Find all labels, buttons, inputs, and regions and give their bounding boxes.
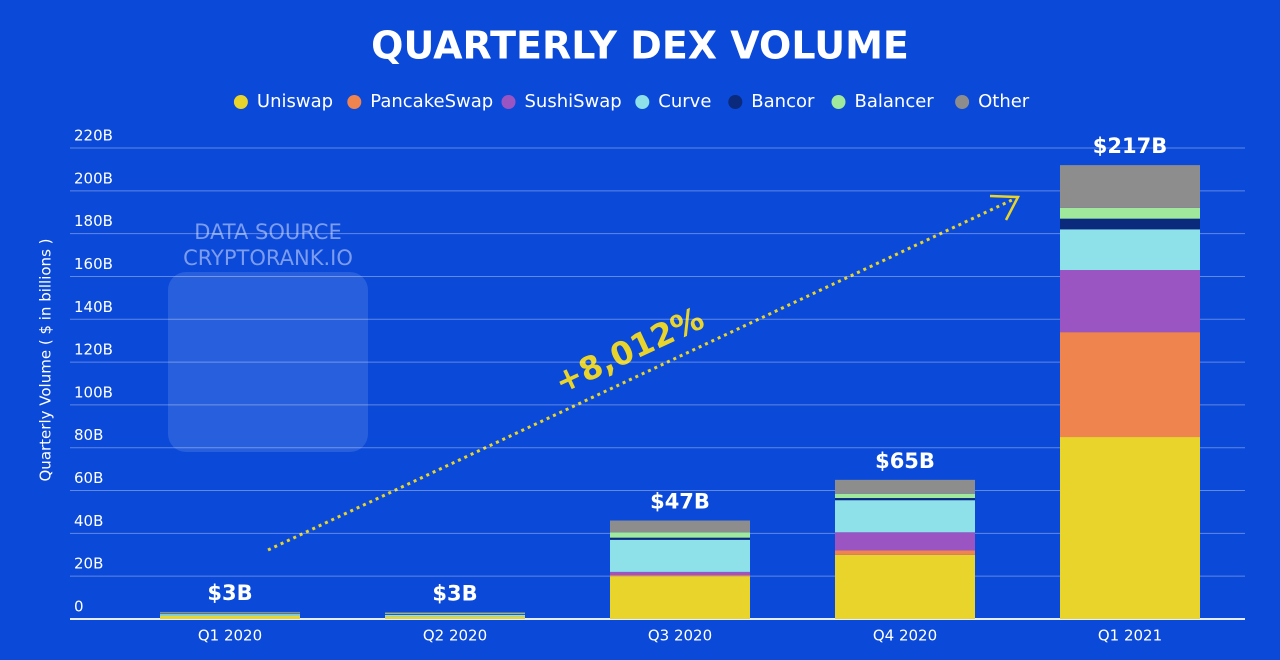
legend-label: SushiSwap [525,91,622,112]
bar-segment [1060,270,1200,333]
y-tick-label: 220B [74,127,113,145]
bar-segment [1060,218,1200,230]
bar-segment [610,539,750,572]
x-tick-label: Q3 2020 [648,627,712,645]
bar-segment [160,614,300,616]
bar-segment [610,537,750,540]
bar-segment [610,575,750,577]
x-tick-label: Q1 2021 [1098,627,1162,645]
bar-segment [610,576,750,619]
x-tick-label: Q4 2020 [873,627,937,645]
bar-segment [385,616,525,619]
bar-segment [835,498,975,501]
watermark-logo [168,272,368,452]
y-tick-label: 180B [74,212,113,230]
legend-swatch [501,95,516,109]
watermark-text: DATA SOURCE [194,220,341,244]
arrow-head [989,194,1021,221]
y-tick-label: 60B [74,469,103,487]
y-axis-label: Quarterly Volume ( $ in billions ) [37,238,55,481]
total-label: $3B [207,581,252,605]
legend-label: Uniswap [257,91,333,112]
bar-segment [835,532,975,551]
legend-swatch [635,95,650,109]
y-tick-label: 160B [74,255,113,273]
legend-swatch [233,95,248,109]
y-tick-label: 120B [74,341,113,359]
y-tick-label: 40B [74,512,103,530]
bar-segment [385,612,525,614]
y-tick-label: 200B [74,169,113,187]
total-label: $47B [650,490,710,514]
bar-segment [835,554,975,619]
bar-segment [385,614,525,615]
bar-segment [835,479,975,494]
total-label: $217B [1093,134,1167,158]
y-tick-label: 20B [74,555,103,573]
bar-segment [1060,207,1200,219]
y-tick-label: 140B [74,298,113,316]
y-tick-label: 100B [74,383,113,401]
bar-segment [1060,437,1200,619]
legend-label: Bancor [751,91,815,112]
chart-title: QUARTERLY DEX VOLUME [371,24,909,68]
bar-segment [160,611,300,614]
legend-swatch [728,95,743,109]
bar-segment [610,520,750,533]
legend-label: Other [978,91,1030,112]
bar-segment [1060,332,1200,438]
x-tick-label: Q2 2020 [423,627,487,645]
legend-swatch [831,95,846,109]
bar-segment [160,615,300,619]
bar-segment [1060,229,1200,271]
legend-swatch [347,95,362,109]
legend-label: Balancer [855,91,935,112]
watermark-text: CRYPTORANK.IO [183,246,353,270]
bar-segment [610,571,750,576]
bar-segment [835,493,975,499]
y-tick-label: 80B [74,426,103,444]
total-label: $65B [875,449,935,473]
bar-segment [835,550,975,555]
bar-segment [385,614,525,617]
legend-label: PancakeSwap [370,91,493,112]
total-label: $3B [432,581,477,605]
x-tick-label: Q1 2020 [198,627,262,645]
legend-swatch [955,95,970,109]
bar-segment [160,613,300,615]
bar-segment [385,613,525,615]
bar-segment [835,500,975,533]
bar-segment [1060,165,1200,208]
legend-label: Curve [658,91,711,112]
bar-segment [610,532,750,538]
y-tick-label: 0 [74,598,84,616]
